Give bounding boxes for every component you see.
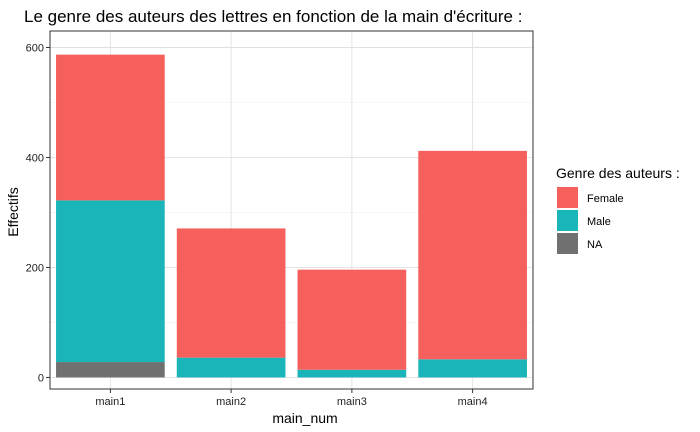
x-tick-label-main3: main3 <box>337 396 367 408</box>
legend-label-female: Female <box>587 193 624 205</box>
y-tick-label: 600 <box>26 42 44 54</box>
y-axis-title: Effectifs <box>5 187 21 237</box>
legend-swatch-male <box>557 210 578 231</box>
y-tick-label: 400 <box>26 152 44 164</box>
x-tick-label-main4: main4 <box>458 396 488 408</box>
y-axis-ticks: 0 200 400 600 <box>26 42 50 384</box>
x-axis-title: main_num <box>272 410 337 426</box>
chart-title: Le genre des auteurs des lettres en fonc… <box>24 7 522 26</box>
legend-label-male: Male <box>587 216 611 228</box>
bar-main4-female <box>418 150 527 360</box>
bar-main3-male <box>297 369 407 378</box>
plot-border <box>49 30 534 390</box>
legend-swatch-female <box>557 187 578 208</box>
bar-main4-male <box>418 359 527 378</box>
x-tick-label-main2: main2 <box>216 396 246 408</box>
y-tick-label: 200 <box>26 262 44 274</box>
bar-main2-male <box>176 357 286 378</box>
x-axis-ticks: main1 main2 main3 main4 <box>95 389 488 408</box>
legend-title: Genre des auteurs : <box>556 165 680 181</box>
bars <box>56 54 527 378</box>
legend-label-na: NA <box>587 239 603 251</box>
legend-swatch-na <box>557 233 578 254</box>
bar-main3-female <box>297 269 407 370</box>
x-tick-label-main1: main1 <box>95 396 125 408</box>
legend: Genre des auteurs : Female Male NA <box>556 165 680 254</box>
bar-main1-na <box>56 362 165 378</box>
y-tick-label: 0 <box>38 372 44 384</box>
bar-main2-female <box>176 228 286 358</box>
bar-main1-male <box>56 200 165 363</box>
bar-main1-female <box>56 54 165 201</box>
